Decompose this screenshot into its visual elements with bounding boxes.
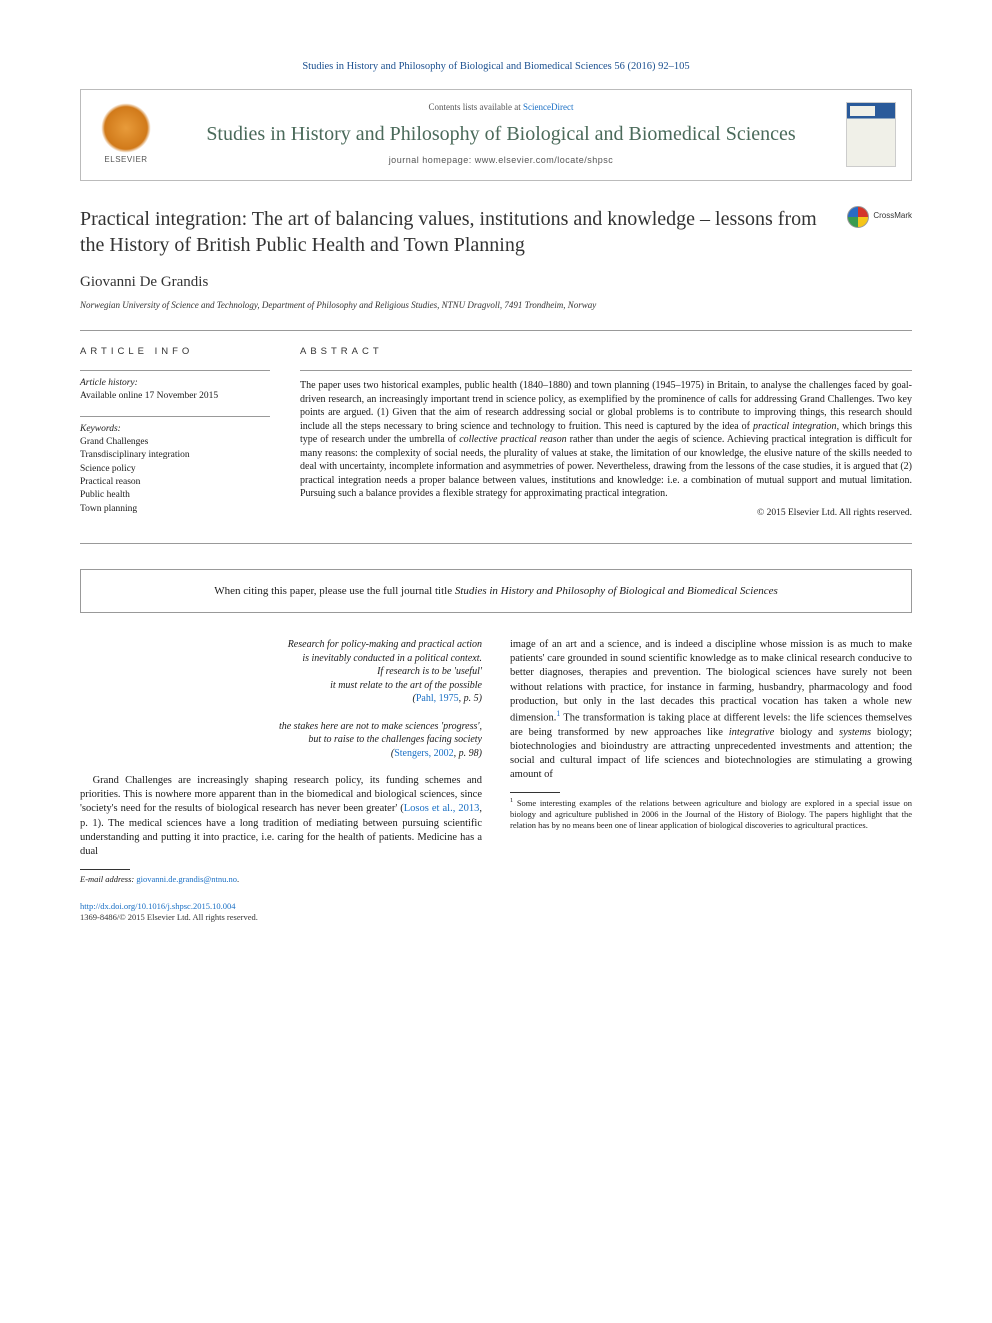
keyword-item: Town planning bbox=[80, 503, 270, 516]
keywords-label: Keywords: bbox=[80, 423, 270, 436]
keyword-item: Grand Challenges bbox=[80, 436, 270, 449]
contents-available-line: Contents lists available at ScienceDirec… bbox=[156, 102, 846, 114]
article-history-block: Article history: Available online 17 Nov… bbox=[80, 370, 270, 404]
crossmark-icon bbox=[847, 206, 869, 228]
abstract-column: ABSTRACT The paper uses two historical e… bbox=[300, 346, 912, 528]
body-paragraph: image of an art and a science, and is in… bbox=[510, 638, 912, 782]
epigraph-line: Research for policy-making and practical… bbox=[80, 638, 482, 652]
keyword-item: Practical reason bbox=[80, 476, 270, 489]
body-italic: integrative bbox=[729, 727, 775, 738]
keyword-item: Science policy bbox=[80, 463, 270, 476]
info-abstract-row: ARTICLE INFO Article history: Available … bbox=[80, 346, 912, 528]
keyword-item: Public health bbox=[80, 489, 270, 502]
epigraph-line: is inevitably conducted in a political c… bbox=[80, 652, 482, 666]
divider bbox=[80, 543, 912, 544]
abstract-italic: collective practical reason bbox=[459, 434, 566, 445]
footnote-1: 1 Some interesting examples of the relat… bbox=[510, 797, 912, 831]
email-label: E-mail address: bbox=[80, 874, 134, 884]
keywords-block: Keywords: Grand Challenges Transdiscipli… bbox=[80, 416, 270, 516]
epigraph-1: Research for policy-making and practical… bbox=[80, 638, 482, 706]
footnote-number: 1 bbox=[510, 797, 513, 804]
inline-citation-link[interactable]: Losos et al., 2013 bbox=[404, 803, 480, 814]
elsevier-logo[interactable]: ELSEVIER bbox=[96, 100, 156, 170]
article-info-column: ARTICLE INFO Article history: Available … bbox=[80, 346, 270, 528]
contents-prefix: Contents lists available at bbox=[429, 102, 523, 112]
footnote-text: Some interesting examples of the relatio… bbox=[510, 798, 912, 830]
abstract-text: The paper uses two historical examples, … bbox=[300, 370, 912, 519]
epigraph-cite: (Pahl, 1975, p. 5) bbox=[80, 692, 482, 706]
page-container: Studies in History and Philosophy of Bio… bbox=[0, 0, 992, 973]
epigraph-cite-link[interactable]: Pahl, 1975 bbox=[416, 693, 459, 704]
email-footnote: E-mail address: giovanni.de.grandis@ntnu… bbox=[80, 874, 482, 885]
citation-notice-prefix: When citing this paper, please use the f… bbox=[214, 585, 455, 597]
divider bbox=[80, 330, 912, 331]
author-name: Giovanni De Grandis bbox=[80, 273, 912, 293]
running-header: Studies in History and Philosophy of Bio… bbox=[80, 60, 912, 74]
keywords-list: Grand Challenges Transdisciplinary integ… bbox=[80, 436, 270, 516]
issn-copyright: 1369-8486/© 2015 Elsevier Ltd. All right… bbox=[80, 912, 482, 923]
article-info-heading: ARTICLE INFO bbox=[80, 346, 270, 358]
abstract-heading: ABSTRACT bbox=[300, 346, 912, 358]
cite-post: , p. 98) bbox=[454, 748, 482, 759]
citation-notice-journal: Studies in History and Philosophy of Bio… bbox=[455, 585, 778, 597]
homepage-prefix: journal homepage: bbox=[389, 155, 475, 165]
journal-name: Studies in History and Philosophy of Bio… bbox=[156, 122, 846, 147]
keyword-item: Transdisciplinary integration bbox=[80, 449, 270, 462]
body-columns: Research for policy-making and practical… bbox=[80, 638, 912, 923]
homepage-url[interactable]: www.elsevier.com/locate/shpsc bbox=[475, 155, 614, 165]
masthead: ELSEVIER Contents lists available at Sci… bbox=[80, 89, 912, 181]
title-row: Practical integration: The art of balanc… bbox=[80, 206, 912, 258]
epigraph-line: but to raise to the challenges facing so… bbox=[80, 733, 482, 747]
elsevier-label: ELSEVIER bbox=[104, 155, 147, 165]
footnote-separator bbox=[510, 792, 560, 793]
journal-cover-thumbnail[interactable] bbox=[846, 102, 896, 167]
article-title: Practical integration: The art of balanc… bbox=[80, 206, 847, 258]
crossmark-label: CrossMark bbox=[873, 211, 912, 221]
cite-post: , p. 5) bbox=[459, 693, 482, 704]
epigraph-line: it must relate to the art of the possibl… bbox=[80, 679, 482, 693]
crossmark-widget[interactable]: CrossMark bbox=[847, 206, 912, 228]
footer-meta: http://dx.doi.org/10.1016/j.shpsc.2015.1… bbox=[80, 901, 482, 923]
epigraph-cite-link[interactable]: Stengers, 2002 bbox=[394, 748, 453, 759]
body-segment: image of an art and a science, and is in… bbox=[510, 639, 912, 723]
masthead-center: Contents lists available at ScienceDirec… bbox=[156, 102, 846, 166]
epigraph-line: the stakes here are not to make sciences… bbox=[80, 720, 482, 734]
body-paragraph: Grand Challenges are increasingly shapin… bbox=[80, 774, 482, 859]
footnote-separator bbox=[80, 869, 130, 870]
article-history-text: Available online 17 November 2015 bbox=[80, 390, 270, 403]
elsevier-tree-icon bbox=[101, 103, 151, 153]
epigraph-cite: (Stengers, 2002, p. 98) bbox=[80, 747, 482, 761]
article-history-label: Article history: bbox=[80, 377, 270, 390]
epigraph-2: the stakes here are not to make sciences… bbox=[80, 720, 482, 761]
sciencedirect-link[interactable]: ScienceDirect bbox=[523, 102, 573, 112]
epigraph-line: If research is to be 'useful' bbox=[80, 665, 482, 679]
body-italic: systems bbox=[839, 727, 871, 738]
body-segment: biology and bbox=[774, 727, 839, 738]
author-affiliation: Norwegian University of Science and Tech… bbox=[80, 300, 912, 312]
abstract-italic: practical integration bbox=[753, 421, 837, 432]
author-email-link[interactable]: giovanni.de.grandis@ntnu.no bbox=[136, 874, 237, 884]
doi-link[interactable]: http://dx.doi.org/10.1016/j.shpsc.2015.1… bbox=[80, 901, 482, 912]
abstract-copyright: © 2015 Elsevier Ltd. All rights reserved… bbox=[300, 507, 912, 520]
journal-homepage-line: journal homepage: www.elsevier.com/locat… bbox=[156, 155, 846, 167]
citation-notice-box: When citing this paper, please use the f… bbox=[80, 569, 912, 613]
